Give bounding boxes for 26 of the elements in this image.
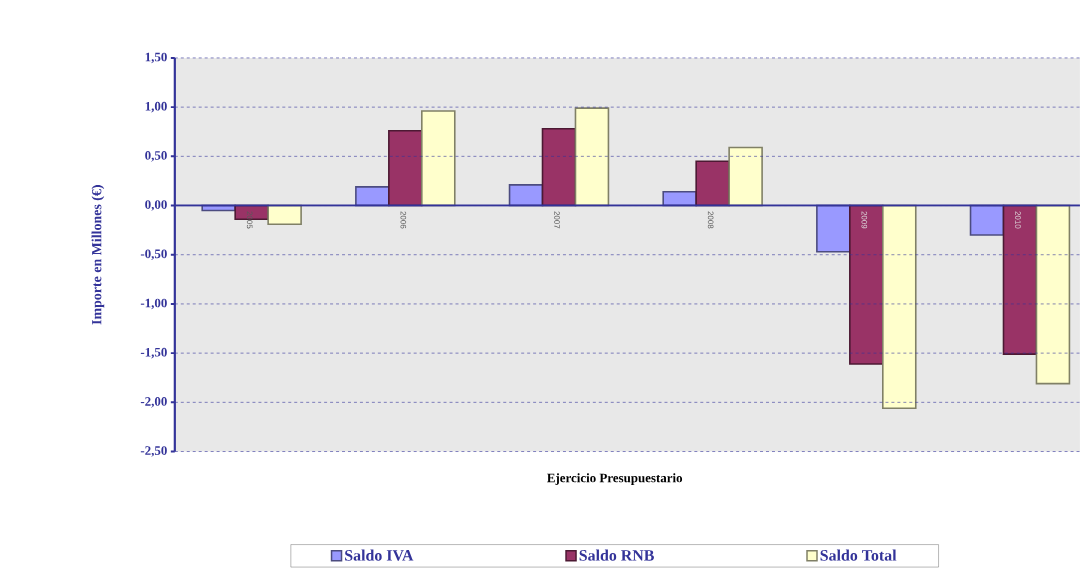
- y-tick-label: -2,00: [140, 396, 167, 408]
- bar: [541, 127, 577, 207]
- bar: [816, 204, 851, 253]
- bar: [1035, 204, 1071, 385]
- legend-label: Saldo RNB: [579, 549, 654, 561]
- legend-label: Saldo IVA: [345, 549, 414, 561]
- y-tick-label: -1,00: [140, 298, 167, 310]
- y-tick-label: -0,50: [140, 249, 167, 260]
- y-tick-label: 1,50: [145, 52, 167, 64]
- y-tick-label: -2,50: [140, 446, 167, 457]
- y-tick-label: 1,00: [145, 101, 167, 113]
- y-tick-label: -1,50: [140, 347, 167, 359]
- bar: [849, 204, 884, 365]
- y-tick-label: 0,00: [145, 200, 167, 211]
- bar: [1002, 204, 1038, 355]
- bar: [267, 204, 302, 225]
- x-axis-title: Ejercicio Presupuestario: [547, 473, 683, 485]
- y-tick-label: 0,50: [145, 150, 167, 162]
- y-axis-title: Importe en Millones (€): [91, 184, 105, 325]
- bar: [574, 107, 610, 207]
- legend-label: Saldo Total: [820, 549, 897, 561]
- bar: [882, 204, 917, 409]
- bar: [728, 146, 763, 207]
- bar: [695, 160, 730, 207]
- bar: [388, 129, 423, 207]
- bar: [421, 110, 456, 207]
